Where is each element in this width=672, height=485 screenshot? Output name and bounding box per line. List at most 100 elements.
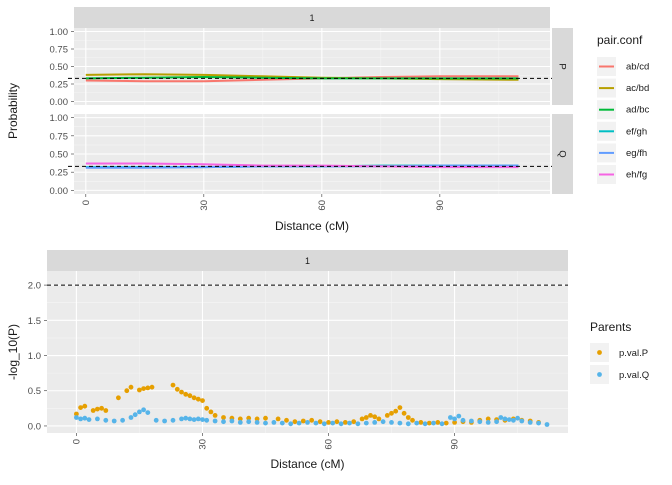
data-point xyxy=(221,415,226,420)
legend-item-ac-bd: ac/bd xyxy=(597,78,649,98)
x-tick-label: 0 xyxy=(81,200,92,205)
data-point xyxy=(317,419,323,425)
data-point xyxy=(132,412,138,418)
data-point xyxy=(439,421,445,427)
data-point xyxy=(145,410,151,415)
data-point xyxy=(82,415,88,421)
legend-item-p-val-Q: p.val.Q xyxy=(590,365,649,384)
data-point xyxy=(435,420,441,425)
data-point xyxy=(74,411,79,417)
facet-strip-right xyxy=(552,28,573,105)
legend-label: ab/cd xyxy=(626,62,649,73)
y-tick-label: 2.0 xyxy=(28,281,41,292)
data-point xyxy=(284,417,289,423)
data-point xyxy=(86,417,92,422)
x-axis-title: Distance (cM) xyxy=(270,457,344,471)
data-point xyxy=(309,417,315,423)
data-point xyxy=(195,416,201,422)
legend-swatch xyxy=(597,350,602,355)
legend-title: pair.conf xyxy=(597,33,643,47)
data-point xyxy=(137,409,142,415)
y-tick-label: 0.25 xyxy=(50,80,69,91)
data-point xyxy=(124,388,130,394)
series-p-val-Q xyxy=(74,407,550,427)
data-point xyxy=(170,382,176,388)
legend-item-ab-cd: ab/cd xyxy=(597,57,649,76)
data-point xyxy=(174,386,180,392)
scatter-panel: 0.0 0.5 1.0 1.5 2.0 xyxy=(28,271,568,433)
data-point xyxy=(305,420,310,425)
data-point xyxy=(296,420,302,426)
x-tick-label: 30 xyxy=(199,200,210,211)
data-point xyxy=(78,416,83,422)
legend-label: ad/bc xyxy=(626,105,649,116)
data-point xyxy=(200,398,205,403)
data-point xyxy=(149,384,155,390)
data-point xyxy=(405,415,411,420)
legend-item-p-val-P: p.val.P xyxy=(590,343,648,362)
y-tick-label: 0.75 xyxy=(50,45,69,56)
legend-label: eg/fh xyxy=(626,148,647,159)
data-point xyxy=(380,419,386,425)
data-point xyxy=(78,405,83,410)
data-point xyxy=(342,420,348,425)
y-tick-label: 1.00 xyxy=(50,27,69,38)
data-point xyxy=(141,407,147,413)
facet-strip-label: 1 xyxy=(305,256,310,266)
y-tick-label: 0.5 xyxy=(28,386,41,397)
data-point xyxy=(187,393,193,399)
data-point xyxy=(195,396,201,402)
data-point xyxy=(351,419,357,425)
data-point xyxy=(229,418,235,424)
facet-strip-bottom xyxy=(47,250,568,271)
panel-background xyxy=(47,271,568,433)
y-tick-label: 0.00 xyxy=(50,186,69,197)
y-tick-label: 1.00 xyxy=(50,113,69,124)
data-point xyxy=(384,413,390,418)
data-point xyxy=(389,420,394,425)
data-point xyxy=(162,418,168,424)
data-point xyxy=(191,417,197,422)
data-point xyxy=(263,415,268,421)
data-point xyxy=(376,416,382,422)
facet-strip-label: 1 xyxy=(309,13,314,23)
x-tick-label: 60 xyxy=(324,439,335,450)
data-point xyxy=(300,418,306,424)
data-point xyxy=(74,415,79,420)
data-point xyxy=(527,420,533,425)
data-point xyxy=(212,413,218,418)
legend-label: p.val.P xyxy=(619,348,648,359)
data-point xyxy=(536,420,541,426)
data-point xyxy=(170,417,176,423)
data-point xyxy=(279,420,285,426)
legend-item-eh-fg: eh/fg xyxy=(597,165,647,184)
data-point xyxy=(334,419,340,425)
data-point xyxy=(246,419,252,425)
data-point xyxy=(372,414,378,420)
data-point xyxy=(82,403,88,409)
y-tick-label: 0.50 xyxy=(50,150,69,161)
data-point xyxy=(494,419,499,425)
series-line-ab-cd xyxy=(85,75,519,83)
data-point xyxy=(338,421,344,427)
data-point xyxy=(426,420,432,426)
legend-item-ad-bc: ad/bc xyxy=(597,100,649,120)
data-point xyxy=(200,417,205,422)
data-point xyxy=(263,420,268,426)
y-axis-title: Probability xyxy=(6,83,20,139)
data-point xyxy=(485,420,491,425)
x-tick-label: 0 xyxy=(71,439,82,444)
data-point xyxy=(418,420,424,425)
legend-title: Parents xyxy=(590,320,631,334)
series-line-eh-fg xyxy=(85,162,519,169)
legend-label: ac/bd xyxy=(626,83,649,94)
data-point xyxy=(292,419,298,425)
legend-label: ef/gh xyxy=(626,126,647,137)
data-point xyxy=(544,422,550,427)
data-point xyxy=(460,417,466,423)
facet-panel-P: 0.00 0.25 0.50 0.75 1.00 P xyxy=(50,27,573,108)
data-point xyxy=(393,408,399,414)
data-point xyxy=(519,418,525,424)
